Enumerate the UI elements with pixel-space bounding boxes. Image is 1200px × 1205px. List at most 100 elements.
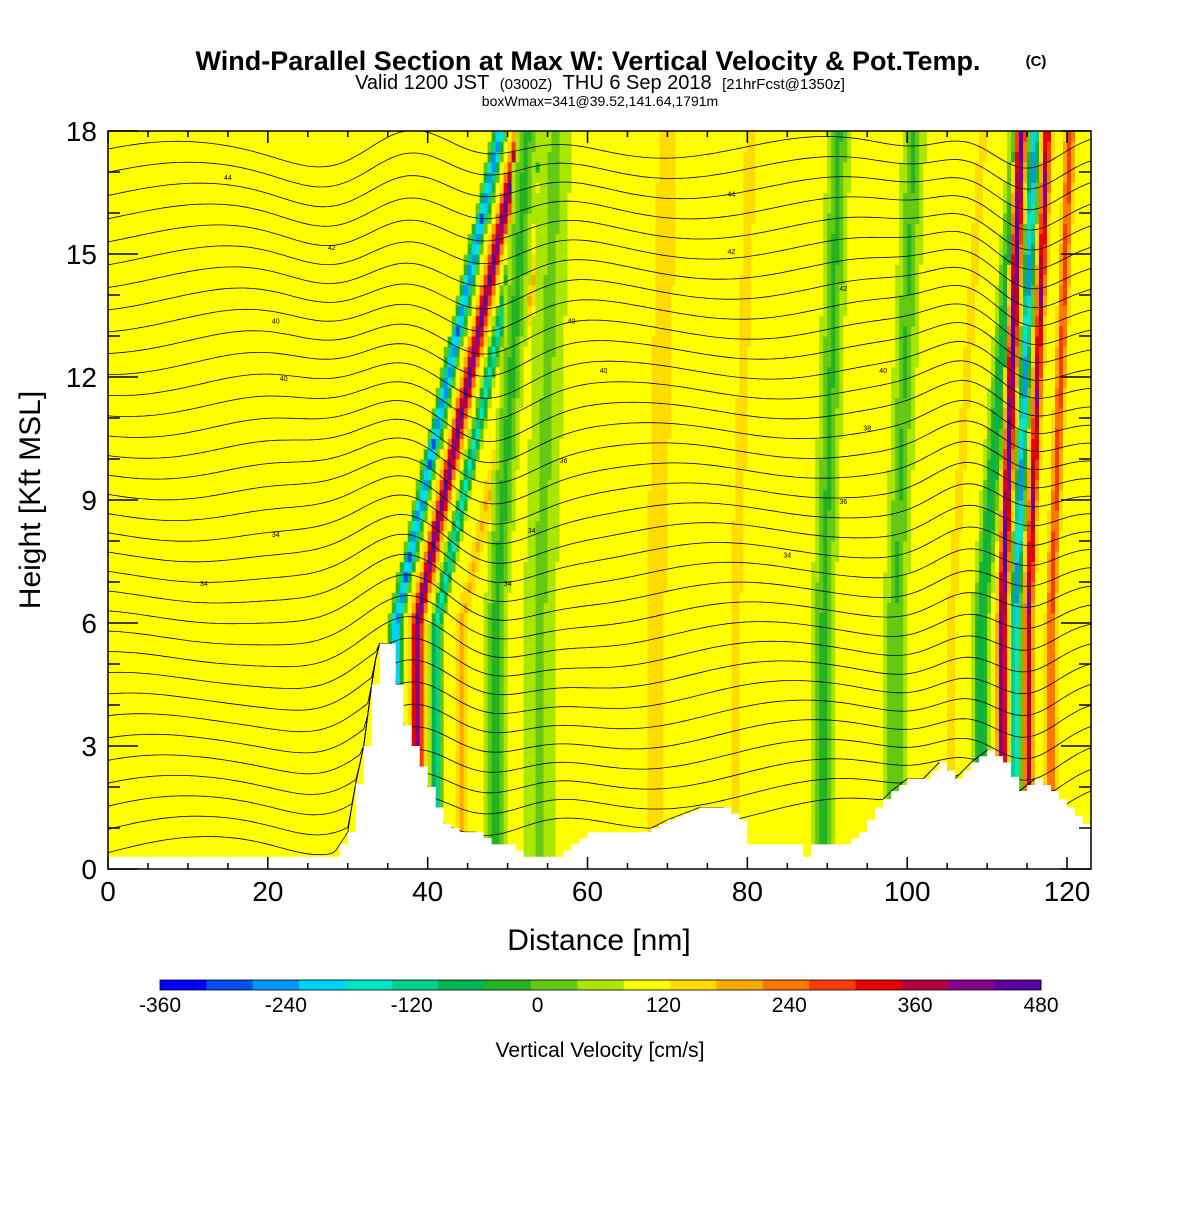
velocity-cell [223,489,229,501]
velocity-cell [175,315,181,327]
velocity-cell [131,715,137,727]
velocity-cell [231,479,237,491]
velocity-cell [303,694,309,706]
velocity-cell [327,438,333,450]
velocity-cell [299,131,305,142]
velocity-cell [267,336,273,347]
velocity-cell [211,735,217,747]
velocity-cell [327,459,333,470]
velocity-cell [159,623,165,634]
velocity-cell [207,838,213,850]
velocity-cell [223,377,229,388]
velocity-cell [323,705,329,716]
velocity-cell [323,633,329,645]
velocity-cell [223,602,229,614]
velocity-cell [108,602,113,614]
velocity-cell [143,213,149,224]
velocity-cell [219,520,225,532]
velocity-cell [259,254,265,265]
velocity-cell [119,592,125,604]
velocity-cell [247,141,253,153]
velocity-cell [287,684,293,696]
velocity-cell [207,366,213,378]
velocity-cell [227,510,233,522]
velocity-cell [267,715,273,727]
velocity-cell [275,336,281,347]
velocity-cell [343,397,349,409]
velocity-cell [108,746,113,757]
velocity-cell [119,674,125,686]
velocity-cell [235,848,241,860]
velocity-cell [247,182,253,194]
velocity-cell [375,469,381,481]
velocity-cell [239,500,245,511]
velocity-cell [159,500,165,511]
velocity-cell [379,612,385,624]
velocity-cell [283,305,289,317]
velocity-cell [323,817,329,829]
velocity-cell [119,131,125,142]
velocity-cell [179,715,185,727]
velocity-cell [339,807,345,819]
velocity-cell [275,356,281,368]
velocity-cell [135,407,141,419]
velocity-cell [271,807,277,819]
velocity-cell [327,192,333,204]
velocity-cell [179,694,185,706]
velocity-cell [127,161,133,173]
velocity-cell [291,592,297,604]
velocity-cell [207,705,213,716]
velocity-cell [215,254,221,265]
velocity-cell [327,838,333,850]
velocity-cell [243,633,249,645]
velocity-cell [367,551,373,563]
velocity-cell [207,336,213,347]
velocity-cell [207,530,213,542]
velocity-cell [219,438,225,450]
velocity-cell [307,817,313,829]
velocity-cell [331,192,337,204]
velocity-cell [131,653,137,665]
velocity-cell [171,776,177,788]
velocity-cell [119,264,125,276]
velocity-cell [351,633,357,645]
velocity-cell [155,397,161,409]
velocity-cell [323,602,329,614]
velocity-cell [263,151,269,163]
velocity-cell [223,746,229,757]
velocity-cell [331,172,337,183]
velocity-cell [359,223,365,235]
velocity-cell [311,131,317,142]
velocity-cell [171,161,177,173]
velocity-cell [199,356,205,368]
velocity-cell [311,848,317,860]
velocity-cell [195,756,201,768]
velocity-cell [235,623,241,634]
velocity-cell [179,284,185,296]
velocity-cell [219,653,225,665]
velocity-cell [179,725,185,737]
velocity-cell [108,612,113,624]
velocity-cell [311,653,317,665]
velocity-cell [323,223,329,235]
velocity-cell [143,766,149,778]
velocity-cell [199,366,205,378]
velocity-cell [331,561,337,573]
velocity-cell [311,838,317,850]
velocity-cell [207,407,213,419]
velocity-cell [207,561,213,573]
velocity-cell [323,161,329,173]
velocity-cell [151,489,157,501]
velocity-cell [123,141,129,153]
velocity-cell [239,254,245,265]
velocity-cell [227,243,233,255]
velocity-cell [315,377,321,388]
velocity-cell [315,797,321,809]
velocity-cell [135,571,141,583]
velocity-cell [291,325,297,337]
velocity-cell [175,407,181,419]
velocity-cell [251,653,257,665]
velocity-cell [115,633,121,645]
velocity-cell [151,520,157,532]
velocity-cell [207,674,213,686]
